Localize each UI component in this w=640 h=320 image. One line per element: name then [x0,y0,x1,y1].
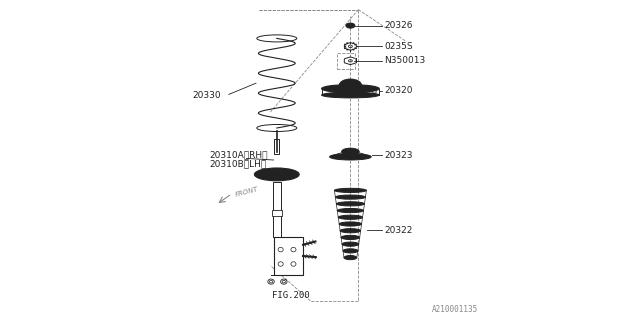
Text: A210001135: A210001135 [432,305,479,314]
Text: 20323: 20323 [384,151,413,160]
Ellipse shape [341,236,360,239]
Ellipse shape [340,228,361,233]
Ellipse shape [337,202,365,206]
Bar [272,210,282,216]
Text: FIG.200: FIG.200 [273,292,310,300]
Text: 20320: 20320 [384,86,413,95]
Ellipse shape [342,242,359,246]
Ellipse shape [348,80,353,84]
Ellipse shape [348,24,353,27]
Ellipse shape [321,92,379,98]
Ellipse shape [342,148,359,155]
Text: FRONT: FRONT [234,186,259,198]
Ellipse shape [338,215,362,220]
Ellipse shape [343,249,358,253]
Ellipse shape [330,154,371,160]
Ellipse shape [344,255,357,260]
Ellipse shape [339,79,362,92]
Ellipse shape [346,23,355,28]
Text: 20326: 20326 [384,21,413,30]
Ellipse shape [334,188,366,192]
Text: 0235S: 0235S [384,42,413,51]
Text: 20310A〈RH〉: 20310A〈RH〉 [210,151,268,160]
Bar [337,53,355,69]
Ellipse shape [321,84,379,93]
Ellipse shape [255,168,300,181]
Bar [275,139,280,154]
Bar [275,237,303,275]
Bar [273,182,280,237]
Text: 20330: 20330 [192,92,221,100]
Text: N350013: N350013 [384,56,425,65]
Ellipse shape [337,209,364,212]
Ellipse shape [335,195,365,199]
Text: 20310B〈LH〉: 20310B〈LH〉 [210,159,267,168]
Text: 20322: 20322 [384,226,412,235]
Ellipse shape [339,222,362,226]
